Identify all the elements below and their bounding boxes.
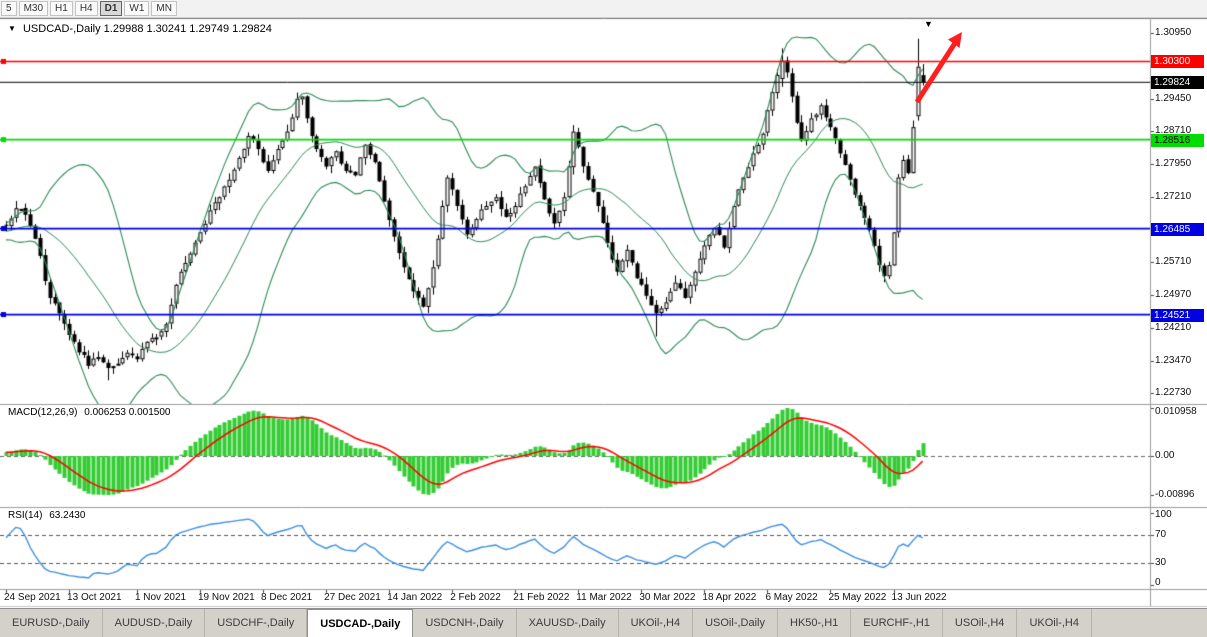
period-button-mn[interactable]: MN — [151, 1, 177, 16]
tab-audusd-daily[interactable]: AUDUSD-,Daily — [103, 609, 206, 637]
tab-usdcnh-daily[interactable]: USDCNH-,Daily — [413, 609, 517, 637]
date-axis-label: 13 Oct 2021 — [67, 592, 122, 603]
rsi-name: RSI(14) — [8, 510, 43, 521]
price-axis-tick: 1.24210 — [1155, 322, 1192, 334]
rsi-axis-tick: 70 — [1155, 528, 1167, 540]
macd-axis-tick: 0.010958 — [1155, 406, 1197, 417]
macd-values: 0.006253 0.001500 — [84, 407, 171, 418]
date-axis-label: 30 Mar 2022 — [639, 592, 696, 603]
date-axis-label: 8 Dec 2021 — [261, 592, 313, 603]
rsi-value: 63.2430 — [49, 510, 86, 521]
price-badge: 1.26485 — [1151, 223, 1204, 236]
trend-arrow-line — [914, 41, 958, 104]
tab-hk50-h1[interactable]: HK50-,H1 — [778, 609, 852, 637]
price-axis-tick: 1.29450 — [1155, 92, 1192, 104]
price-axis-tick: 1.28710 — [1155, 125, 1192, 137]
period-button-w1[interactable]: W1 — [124, 1, 150, 16]
sell-marker-icon: ▼ — [924, 19, 933, 29]
tab-ukoil-h4[interactable]: UKOil-,H4 — [619, 609, 694, 637]
period-button-5[interactable]: 5 — [1, 1, 17, 16]
symbol-dropdown-icon[interactable]: ▼ — [8, 24, 16, 33]
price-axis-tick: 1.27210 — [1155, 190, 1192, 202]
period-button-h4[interactable]: H4 — [74, 1, 98, 16]
date-axis-label: 18 Apr 2022 — [702, 592, 757, 603]
tab-ukoil-h4[interactable]: UKOil-,H4 — [1017, 609, 1092, 637]
rsi-axis-tick: 0 — [1155, 577, 1161, 588]
chart-tabs: EURUSD-,Daily AUDUSD-,Daily USDCHF-,Daily U… — [0, 608, 1207, 637]
date-axis-label: 11 Mar 2022 — [576, 592, 632, 603]
price-badge: 1.24521 — [1151, 309, 1204, 322]
tab-usoil-daily[interactable]: USOil-,Daily — [693, 609, 778, 637]
macd-axis-tick: 0.00 — [1155, 450, 1175, 461]
price-axis-tick: 1.22730 — [1155, 386, 1192, 398]
chart-title: ▼ USDCAD-,Daily 1.29988 1.30241 1.29749 … — [8, 23, 272, 35]
price-badge: 1.29824 — [1151, 76, 1204, 89]
price-axis-tick: 1.27950 — [1155, 158, 1192, 170]
trend-arrow-head — [948, 32, 962, 48]
date-axis-label: 2 Feb 2022 — [450, 592, 501, 603]
tab-eurchf-h1[interactable]: EURCHF-,H1 — [851, 609, 943, 637]
price-axis-tick: 1.23470 — [1155, 354, 1192, 366]
date-axis-label: 24 Sep 2021 — [4, 592, 61, 603]
date-axis-label: 27 Dec 2021 — [324, 592, 381, 603]
price-axis-tick: 1.24970 — [1155, 288, 1192, 300]
rsi-label: RSI(14) 63.2430 — [8, 510, 89, 521]
date-axis-label: 6 May 2022 — [765, 592, 818, 603]
price-axis-tick: 1.30950 — [1155, 27, 1192, 38]
chart-ohlc-values: 1.29988 1.30241 1.29749 1.29824 — [103, 23, 272, 35]
macd-label: MACD(12,26,9) 0.006253 0.001500 — [8, 407, 174, 418]
price-badge: 1.30300 — [1151, 55, 1204, 68]
date-axis-label: 19 Nov 2021 — [198, 592, 255, 603]
tab-xauusd-daily[interactable]: XAUUSD-,Daily — [517, 609, 619, 637]
date-axis-label: 13 Jun 2022 — [891, 592, 947, 603]
chart-symbol-period: USDCAD-,Daily — [22, 23, 101, 35]
period-toolbar: 5 M30 H1 H4 D1 W1 MN — [0, 0, 1207, 18]
price-badge: 1.28516 — [1151, 134, 1204, 147]
date-axis-label: 14 Jan 2022 — [387, 592, 443, 603]
period-button-m30[interactable]: M30 — [18, 1, 49, 16]
price-axis-tick: 1.25710 — [1155, 256, 1192, 268]
rsi-axis-tick: 30 — [1155, 557, 1167, 569]
date-axis-label: 25 May 2022 — [828, 592, 887, 603]
rsi-axis-tick: 100 — [1155, 509, 1172, 520]
macd-name: MACD(12,26,9) — [8, 407, 78, 418]
date-axis-label: 21 Feb 2022 — [513, 592, 570, 603]
tab-usdcad-daily[interactable]: USDCAD-,Daily — [307, 609, 414, 637]
macd-axis-tick: -0.00896 — [1155, 489, 1195, 500]
tab-usdchf-daily[interactable]: USDCHF-,Daily — [205, 609, 308, 637]
period-button-d1[interactable]: D1 — [99, 1, 123, 16]
period-button-h1[interactable]: H1 — [50, 1, 73, 16]
tab-eurusd-daily[interactable]: EURUSD-,Daily — [0, 609, 103, 637]
tab-usoil-h4[interactable]: USOil-,H4 — [943, 609, 1018, 637]
date-axis-label: 1 Nov 2021 — [134, 592, 187, 603]
trend-arrow-annotation[interactable] — [905, 20, 975, 110]
